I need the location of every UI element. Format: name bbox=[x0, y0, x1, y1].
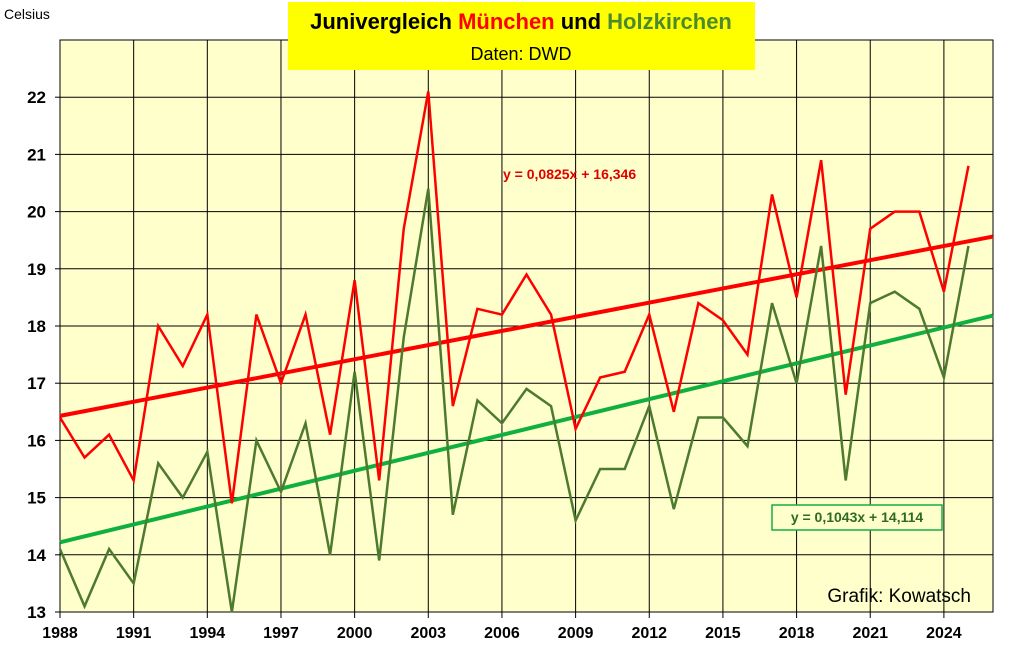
x-tick-label: 1994 bbox=[190, 625, 226, 642]
trend-equation-holzkirchen-box bbox=[771, 504, 943, 531]
x-tick-label: 2009 bbox=[558, 625, 594, 642]
x-tick-label: 2012 bbox=[631, 625, 667, 642]
y-axis: 13 14 15 16 17 18 19 20 21 22 bbox=[27, 88, 60, 622]
y-tick-label: 18 bbox=[27, 317, 46, 336]
title-part: München bbox=[458, 9, 555, 34]
credit-label: Grafik: Kowatsch bbox=[827, 586, 971, 607]
x-tick-label: 2015 bbox=[705, 625, 741, 642]
title-box bbox=[288, 2, 755, 70]
x-axis: 1988 1991 1994 1997 2000 2003 2006 2009 2012 2015… bbox=[42, 612, 962, 642]
y-tick-label: 14 bbox=[27, 546, 46, 565]
title-part: und bbox=[555, 9, 608, 34]
y-axis-label: Celsius bbox=[4, 6, 50, 22]
trend-equation-holzkirchen: y = 0,1043x + 14,114 bbox=[791, 509, 924, 525]
x-tick-label: 2024 bbox=[926, 625, 962, 642]
y-tick-label: 21 bbox=[27, 145, 46, 164]
series-line bbox=[58, 188, 970, 613]
y-tick-label: 17 bbox=[27, 374, 46, 393]
chart-title: Junivergleich München und Holzkirchen bbox=[310, 9, 732, 34]
x-tick-label: 1997 bbox=[263, 625, 299, 642]
x-tick-label: 2000 bbox=[337, 625, 373, 642]
x-tick-label: 2018 bbox=[779, 625, 815, 642]
y-tick-label: 13 bbox=[27, 603, 46, 622]
y-tick-label: 16 bbox=[27, 431, 46, 450]
x-tick-label: 2003 bbox=[410, 625, 446, 642]
y-tick-label: 15 bbox=[27, 489, 46, 508]
trend-equation-munich: y = 0,0825x + 16,346 bbox=[503, 166, 636, 182]
series-lines bbox=[58, 91, 970, 613]
y-tick-label: 22 bbox=[27, 88, 46, 107]
title-part: Holzkirchen bbox=[607, 9, 732, 34]
series-line bbox=[58, 91, 970, 504]
y-tick-label: 20 bbox=[27, 203, 46, 222]
x-tick-label: 2006 bbox=[484, 625, 520, 642]
x-tick-label: 1991 bbox=[116, 625, 152, 642]
x-tick-label: 1988 bbox=[42, 625, 78, 642]
x-tick-label: 2021 bbox=[852, 625, 888, 642]
title-part: Junivergleich bbox=[310, 9, 458, 34]
grid bbox=[60, 40, 993, 612]
chart-subtitle: Daten: DWD bbox=[470, 44, 571, 64]
y-tick-label: 19 bbox=[27, 260, 46, 279]
